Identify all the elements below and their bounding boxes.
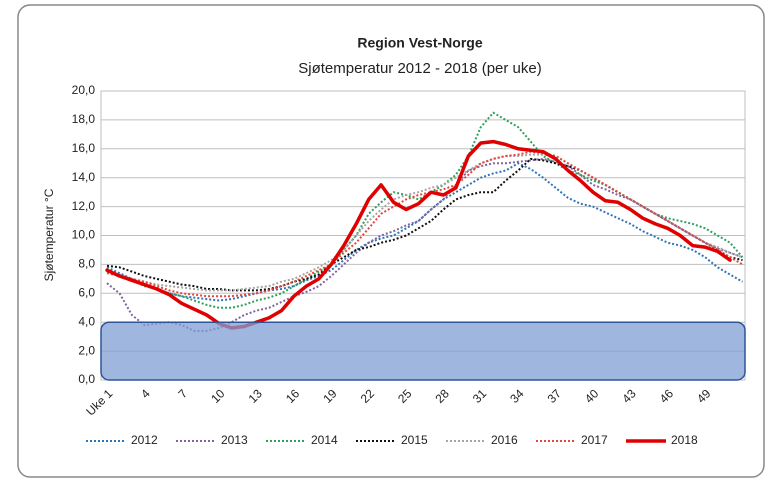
- y-tick-label: 6,0: [78, 285, 95, 299]
- y-tick-label: 16,0: [72, 141, 96, 155]
- series-line: [105, 139, 732, 330]
- y-axis-label: Sjøtemperatur °C: [42, 188, 56, 281]
- chart-subtitle: Sjøtemperatur 2012 - 2018 (per uke): [298, 60, 541, 77]
- legend-label: 2017: [581, 433, 608, 447]
- legend-label: 2016: [491, 433, 518, 447]
- y-tick-label: 8,0: [78, 257, 95, 271]
- chart-title: Region Vest-Norge: [357, 35, 482, 51]
- y-tick-label: 14,0: [72, 170, 96, 184]
- y-tick-label: 12,0: [72, 199, 96, 213]
- y-tick-label: 2,0: [78, 343, 95, 357]
- legend-label: 2012: [131, 433, 158, 447]
- legend-label: 2013: [221, 433, 248, 447]
- legend-label: 2014: [311, 433, 338, 447]
- series-line: [106, 162, 743, 302]
- shaded-band: [100, 321, 746, 381]
- series-line: [106, 150, 743, 298]
- legend-label: 2018: [671, 433, 698, 447]
- y-tick-label: 10,0: [72, 228, 96, 242]
- legend-label: 2015: [401, 433, 428, 447]
- y-tick-label: 18,0: [72, 112, 96, 126]
- y-tick-label: 4,0: [78, 314, 95, 328]
- y-tick-label: 20,0: [72, 83, 96, 97]
- y-tick-label: 0,0: [78, 372, 95, 386]
